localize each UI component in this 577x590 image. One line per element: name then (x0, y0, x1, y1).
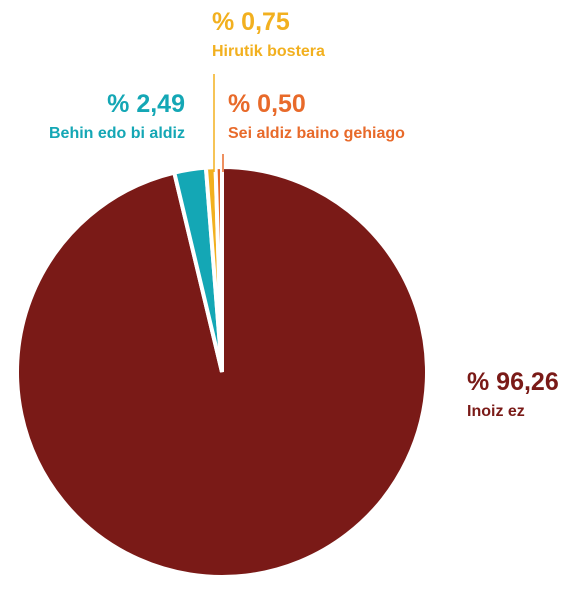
value-label: % 2,49 (107, 90, 185, 118)
pie-slice (213, 164, 224, 373)
value-label: % 0,50 (228, 90, 306, 118)
value-label: % 96,26 (467, 368, 559, 396)
value-label: % 0,75 (212, 8, 290, 36)
category-label: Behin edo bi aldiz (49, 125, 185, 142)
category-label: Inoiz ez (467, 403, 525, 420)
category-label: Sei aldiz baino gehiago (228, 125, 405, 142)
category-label: Hirutik bostera (212, 43, 325, 60)
